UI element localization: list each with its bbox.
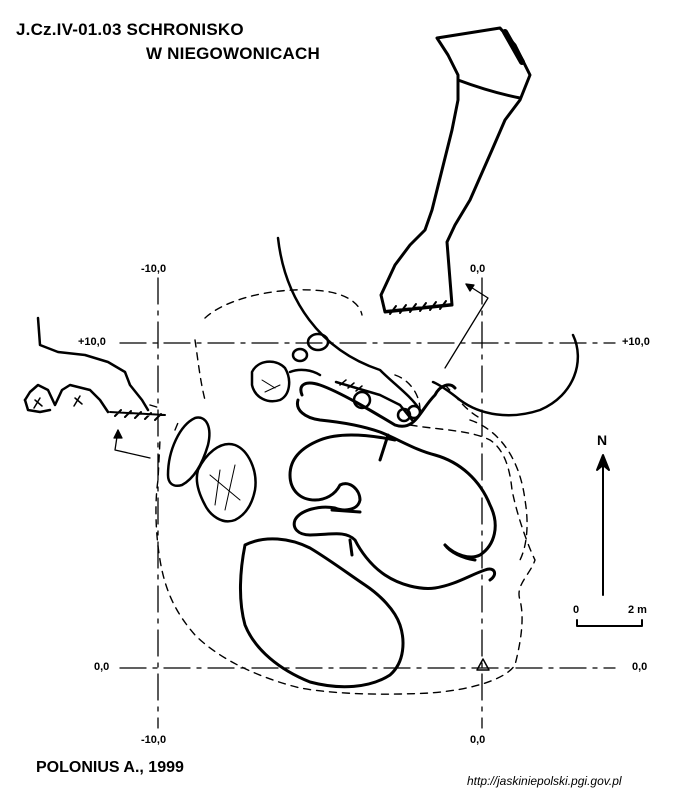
north-arrow-label: N — [597, 432, 608, 448]
chamber-upper-wall — [299, 381, 457, 428]
right-arc-wall — [431, 333, 580, 417]
upper-passage-ledge — [456, 78, 522, 100]
chamber-lower-wall — [239, 537, 405, 689]
grid-label-x-minus10-bottom: -10,0 — [141, 734, 167, 746]
cave-chamber-walls — [239, 381, 497, 689]
left-side-passage — [23, 316, 166, 421]
upper-passage — [379, 26, 532, 315]
grid-label-y-0-right: 0,0 — [632, 661, 648, 673]
chamber-ring — [295, 398, 497, 559]
plan-title-line-1: J.Cz.IV-01.03 SCHRONISKO — [16, 20, 244, 39]
scale-bar-start-label: 0 — [573, 604, 580, 616]
section-arrow-top — [444, 283, 489, 369]
section-arrow-left — [113, 429, 151, 459]
survey-station-marker — [476, 658, 490, 671]
upper-passage-floor-hatch — [384, 300, 453, 315]
scale-bar-graphic — [576, 619, 643, 627]
author-credit: POLONIUS A., 1999 — [36, 759, 184, 776]
grid-label-x-minus10-top: -10,0 — [141, 263, 167, 275]
boulder-small — [250, 360, 291, 403]
left-floor-hatch — [109, 409, 166, 421]
boulder-large — [195, 442, 257, 523]
coordinate-grid — [119, 277, 616, 729]
upper-passage-outline — [379, 26, 532, 314]
boulder-left-tall — [166, 416, 211, 487]
main-arc-wall — [276, 236, 422, 412]
cave-outline-dashed — [149, 289, 536, 695]
scale-bar-end-label: 2 m — [628, 604, 647, 616]
entrance-rocks — [288, 332, 422, 423]
plan-title-line-2: W NIEGOWONICACH — [146, 44, 320, 63]
north-arrow-graphic — [596, 454, 610, 596]
grid-label-x-0-top: 0,0 — [470, 263, 486, 275]
boulders — [166, 360, 291, 523]
source-url: http://jaskiniepolski.pgi.gov.pl — [467, 774, 622, 788]
chamber-inner-lobe — [288, 433, 497, 590]
grid-label-x-0-bottom: 0,0 — [470, 734, 486, 746]
upper-passage-thick-edge — [502, 29, 525, 65]
grid-label-y-0-left: 0,0 — [94, 661, 110, 673]
grid-label-y-plus10-right: +10,0 — [622, 336, 650, 348]
grid-label-y-plus10-left: +10,0 — [78, 336, 106, 348]
inner-ledge-dashed — [469, 419, 528, 561]
